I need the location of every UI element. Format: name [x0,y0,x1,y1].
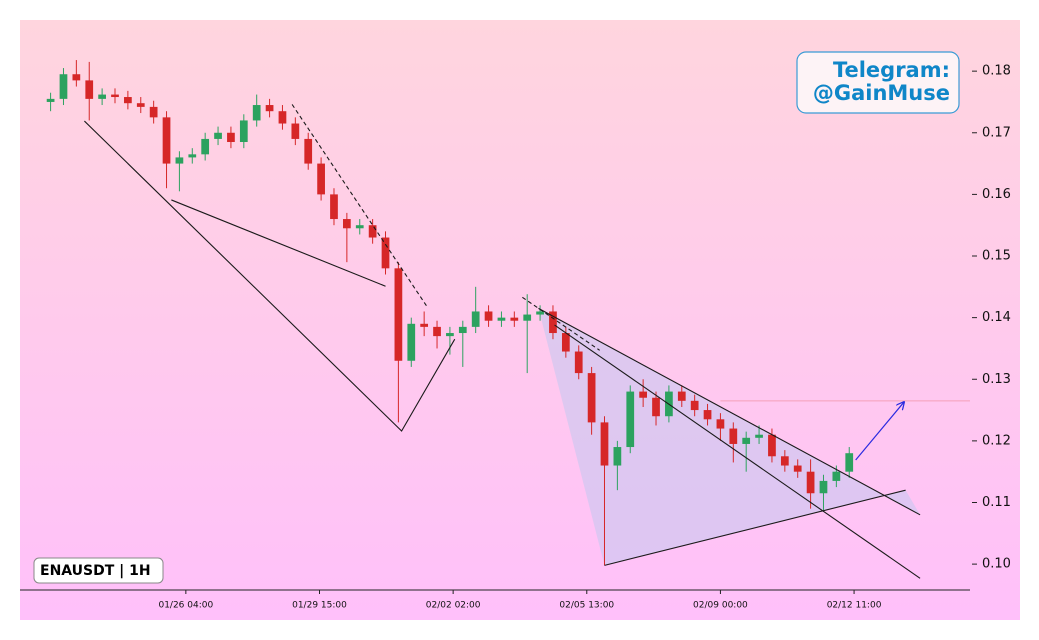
candle-body [317,163,325,195]
candle-body [252,105,261,121]
candle-body [780,456,789,466]
candle-body [46,98,55,102]
candle-body [304,138,313,164]
candle-body [703,410,712,420]
x-tick-label: 02/05 13:00 [559,601,614,611]
y-tick-label: 0.12 [982,433,1011,448]
candle-body [639,391,647,398]
pattern-line [604,489,906,566]
pattern-line [171,199,386,287]
x-tick-label: 01/29 15:00 [292,601,347,611]
candle-body [407,323,416,361]
candle-body [768,434,776,457]
candle-body [175,157,184,164]
candle-body [561,333,570,352]
symbol-label: ENAUSDT | 1H [40,563,151,579]
candle-body [201,138,210,155]
candle-body [690,400,699,411]
candle-body [742,437,751,444]
candle-body [214,132,222,139]
candle-body [613,447,622,466]
candle-body [85,80,94,99]
candle-body [98,94,106,99]
candle-body [420,323,429,327]
candle-body [149,106,158,118]
x-tick-label: 01/26 04:00 [158,601,213,611]
pattern-area [538,308,921,566]
candle-body [278,111,287,124]
candle-body [652,397,660,417]
candle-body [523,314,532,321]
candle-body [124,97,132,104]
candle-body [510,317,519,321]
candle-body [729,428,738,444]
candle-body [368,225,377,238]
y-tick-label: 0.11 [982,495,1011,510]
candle-body [458,326,467,334]
y-tick-label: 0.18 [982,64,1011,79]
candle-body [793,465,802,472]
candle-body [72,74,81,81]
candle-body [677,391,686,401]
candle-body [716,419,725,429]
pattern-line [291,104,428,308]
y-tick-label: 0.13 [982,372,1011,387]
candle-body [536,311,544,315]
pattern-line [522,296,600,351]
candle-body [549,311,557,334]
watermark-line: @GainMuse [813,81,950,105]
pattern-line [554,324,921,579]
candle-body [239,120,248,143]
candle-body [355,225,364,229]
pattern-line [538,307,921,516]
x-tick-label: 02/09 00:00 [693,601,748,611]
candle-body [330,194,338,220]
candle-body [819,480,828,494]
label-box [33,557,164,584]
candle-body [755,434,763,438]
candle-body [471,311,480,327]
candle-body [265,105,274,112]
candle-body [227,132,235,143]
candle-body [433,326,441,337]
y-tick-label: 0.16 [982,187,1011,202]
x-tick-label: 02/12 11:00 [827,601,882,611]
candle-body [845,453,854,472]
target-arrow [855,402,904,461]
watermark-line: Telegram: [833,58,950,82]
candle-body [343,219,351,229]
candle-body [600,422,609,466]
candle-body [59,74,68,99]
candle-body [136,103,145,107]
candle-body [587,373,596,423]
background [20,20,1020,620]
y-tick-label: 0.15 [982,249,1011,264]
candle-body [111,94,119,98]
candle-body [381,237,390,269]
candle-body [446,333,454,337]
y-tick-label: 0.14 [982,310,1011,325]
candle-body [806,471,815,494]
candle-body [162,117,171,164]
pattern-line [84,120,456,432]
x-tick-label: 02/02 02:00 [426,601,481,611]
watermark-box [796,51,960,114]
candle-body [626,391,635,448]
candle-body [574,351,583,374]
candle-body [394,268,403,361]
candle-body [291,123,300,139]
candle-body [188,154,197,158]
candle-body [497,317,506,321]
y-tick-label: 0.17 [982,125,1011,140]
candle-body [832,471,841,481]
y-tick-label: 0.10 [982,557,1011,572]
candle-body [484,311,493,321]
